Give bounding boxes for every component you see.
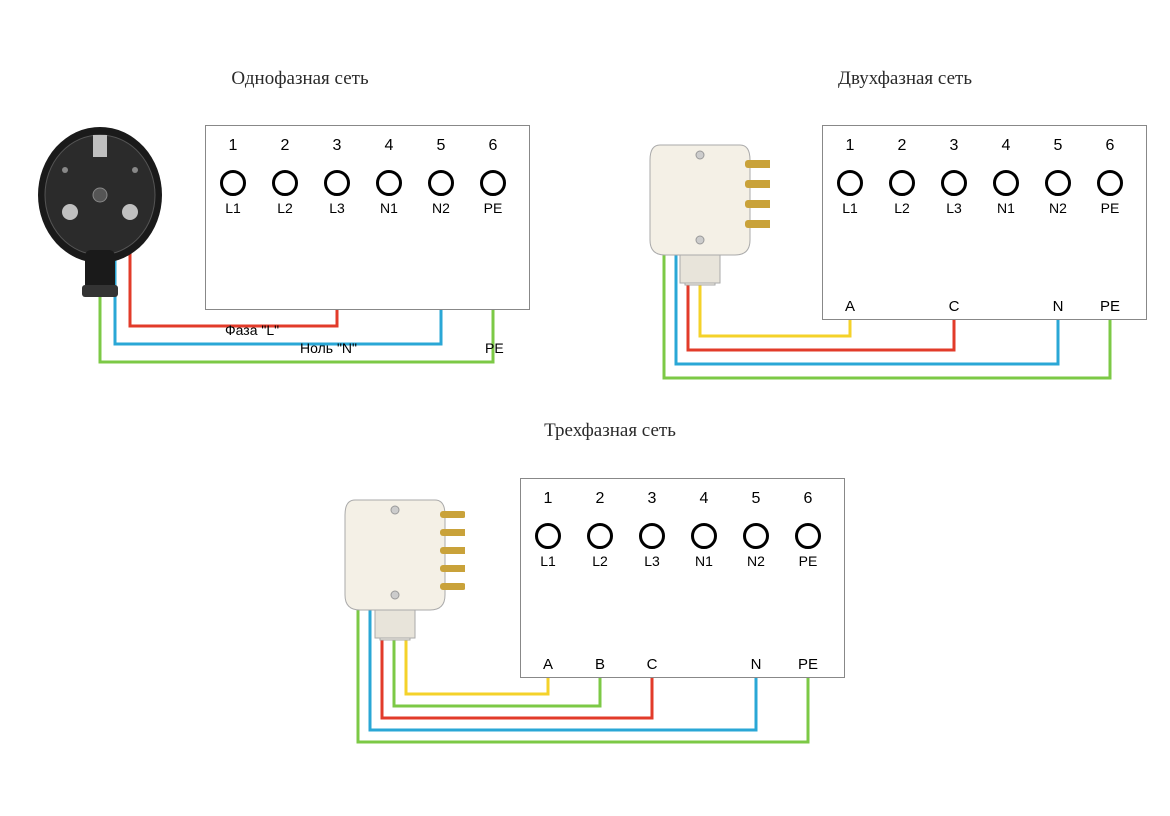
title-two-phase: Двухфазная сеть [795,68,1015,90]
terminal-label: L1 [835,200,865,216]
bottom-label: PE [1095,298,1125,315]
single-terminal-block [205,125,530,310]
terminal-label: PE [478,200,508,216]
terminal [795,523,821,549]
terminal [743,523,769,549]
plug-white-two-phase [640,120,770,290]
terminal [993,170,1019,196]
terminal [691,523,717,549]
terminal-number: 6 [798,490,818,508]
title-single-phase: Однофазная сеть [190,68,410,90]
terminal-number: 5 [431,137,451,155]
label-phase-l: Фаза "L" [225,322,279,338]
terminal-number: 4 [996,137,1016,155]
terminal [220,170,246,196]
terminal [324,170,350,196]
terminal [1045,170,1071,196]
terminal-label: L1 [218,200,248,216]
terminal-label: L2 [887,200,917,216]
bottom-label: C [637,656,667,673]
terminal-label: PE [1095,200,1125,216]
terminal-label: N2 [741,553,771,569]
terminal [428,170,454,196]
terminal-label: L2 [270,200,300,216]
terminal [272,170,298,196]
terminal-label: N1 [991,200,1021,216]
terminal [535,523,561,549]
terminal-number: 6 [1100,137,1120,155]
terminal [889,170,915,196]
terminal-number: 2 [275,137,295,155]
double-terminal-block [822,125,1147,320]
terminal-number: 1 [840,137,860,155]
terminal-number: 6 [483,137,503,155]
title-three-phase: Трехфазная сеть [500,420,720,442]
terminal-label: N2 [426,200,456,216]
terminal-label: L2 [585,553,615,569]
terminal-number: 3 [944,137,964,155]
terminal [587,523,613,549]
terminal-number: 2 [892,137,912,155]
terminal [837,170,863,196]
terminal [376,170,402,196]
bottom-label: N [1043,298,1073,315]
terminal-label: L1 [533,553,563,569]
terminal-number: 5 [1048,137,1068,155]
terminal-label: L3 [322,200,352,216]
bottom-label: PE [793,656,823,673]
terminal-number: 4 [694,490,714,508]
terminal-label: L3 [939,200,969,216]
terminal-number: 2 [590,490,610,508]
terminal-number: 4 [379,137,399,155]
terminal-number: 3 [642,490,662,508]
terminal-number: 1 [538,490,558,508]
label-neutral-n: Ноль "N" [300,340,357,356]
terminal-label: N1 [374,200,404,216]
bottom-label: N [741,656,771,673]
terminal-number: 3 [327,137,347,155]
triple-terminal-block [520,478,845,678]
plug-black-single-phase [30,120,170,300]
terminal-label: L3 [637,553,667,569]
plug-white-three-phase [335,475,465,645]
terminal-label: PE [793,553,823,569]
bottom-label: C [939,298,969,315]
terminal [941,170,967,196]
terminal [639,523,665,549]
terminal-number: 1 [223,137,243,155]
terminal [480,170,506,196]
bottom-label: B [585,656,615,673]
label-pe: PE [485,340,504,356]
bottom-label: A [533,656,563,673]
terminal-label: N2 [1043,200,1073,216]
terminal-number: 5 [746,490,766,508]
terminal [1097,170,1123,196]
bottom-label: A [835,298,865,315]
terminal-label: N1 [689,553,719,569]
wiring-layer [0,0,1170,816]
